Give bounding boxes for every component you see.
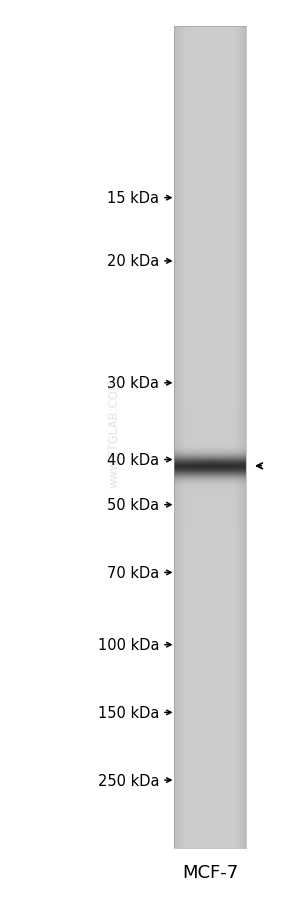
Text: 40 kDa: 40 kDa <box>107 453 159 467</box>
Text: www.PTGLAB.COM: www.PTGLAB.COM <box>107 379 121 487</box>
Text: MCF-7: MCF-7 <box>182 863 238 881</box>
Text: 100 kDa: 100 kDa <box>98 638 159 652</box>
Text: 250 kDa: 250 kDa <box>98 773 159 787</box>
Text: 150 kDa: 150 kDa <box>98 705 159 720</box>
Text: 50 kDa: 50 kDa <box>107 498 159 512</box>
Text: 70 kDa: 70 kDa <box>107 566 159 580</box>
Text: 15 kDa: 15 kDa <box>107 191 159 206</box>
Text: 20 kDa: 20 kDa <box>107 254 159 269</box>
Text: 30 kDa: 30 kDa <box>107 376 159 391</box>
Bar <box>174 27 246 848</box>
